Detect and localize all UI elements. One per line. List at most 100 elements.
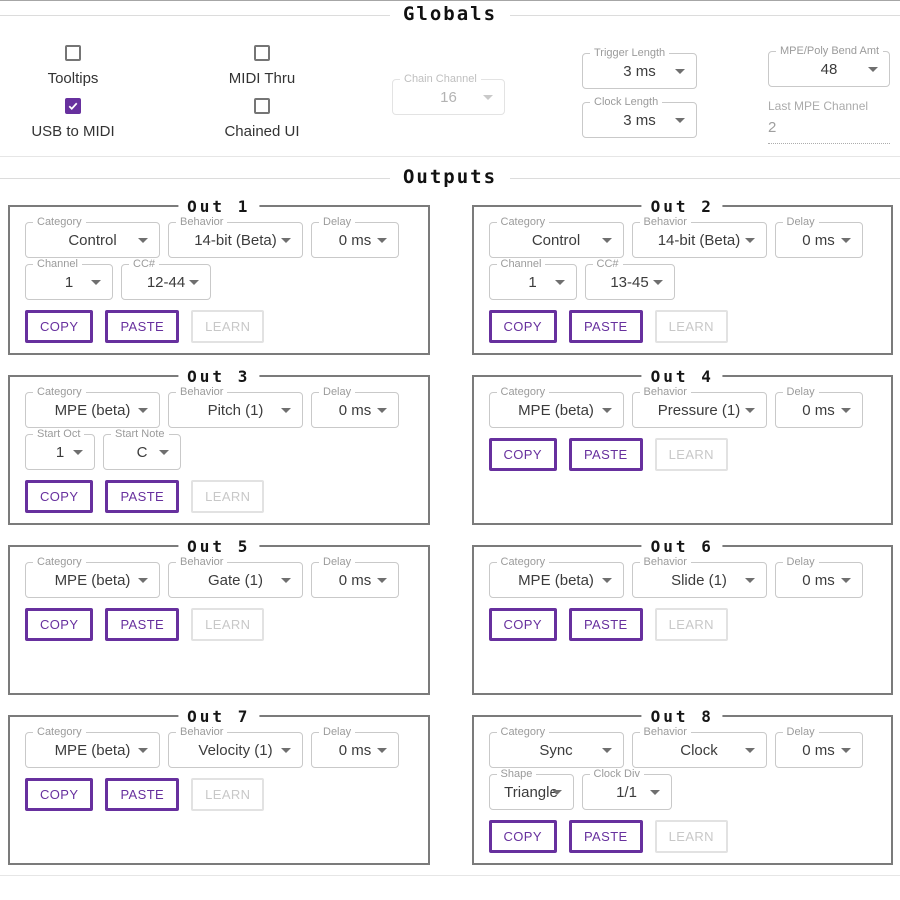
behavior-select[interactable]: Behavior 14-bit (Beta) xyxy=(631,216,767,258)
field-label: Delay xyxy=(319,216,356,229)
learn-button: LEARN xyxy=(654,438,728,471)
field-value: 1 xyxy=(64,273,74,291)
midi-thru-label: MIDI Thru xyxy=(228,70,296,87)
category-select[interactable]: Category Control xyxy=(488,216,624,258)
learn-button: LEARN xyxy=(654,608,728,641)
field-label: Category xyxy=(33,556,86,569)
channel-select[interactable]: Channel 1 xyxy=(25,258,113,300)
field-value: Control xyxy=(531,231,581,249)
field-label: Category xyxy=(496,726,550,739)
learn-button: LEARN xyxy=(191,778,265,811)
copy-button[interactable]: COPY xyxy=(25,310,94,343)
behavior-select[interactable]: Behavior Clock xyxy=(631,726,767,768)
trigger-length-select[interactable]: Trigger Length 3 ms xyxy=(582,47,697,89)
tooltips-label: Tooltips xyxy=(47,70,99,87)
copy-button[interactable]: COPY xyxy=(25,778,94,811)
behavior-select[interactable]: Behavior Pitch (1) xyxy=(168,386,303,428)
midi-thru-checkbox[interactable] xyxy=(254,45,270,61)
paste-button[interactable]: PASTE xyxy=(105,608,180,641)
dropdown-arrow-icon xyxy=(159,450,169,455)
delay-select[interactable]: Delay 0 ms xyxy=(774,386,863,428)
copy-button[interactable]: COPY xyxy=(488,820,557,853)
field-value: Gate (1) xyxy=(207,571,264,589)
chain-channel-value: 16 xyxy=(440,88,457,106)
field-value: C xyxy=(136,443,148,461)
field-value: 1/1 xyxy=(616,783,637,801)
field-value: Velocity (1) xyxy=(198,741,273,759)
cc-select[interactable]: CC# 12-44 xyxy=(121,258,211,300)
dropdown-arrow-icon xyxy=(138,748,148,753)
paste-button[interactable]: PASTE xyxy=(105,480,180,513)
delay-select[interactable]: Delay 0 ms xyxy=(311,556,399,598)
paste-button[interactable]: PASTE xyxy=(568,310,643,343)
copy-button[interactable]: COPY xyxy=(488,608,557,641)
category-select[interactable]: Category Sync xyxy=(488,726,624,768)
field-label: Behavior xyxy=(176,556,228,569)
dropdown-arrow-icon xyxy=(554,280,565,285)
dropdown-arrow-icon xyxy=(281,238,291,243)
copy-button[interactable]: COPY xyxy=(488,438,557,471)
mpe-poly-bend-amt-label: MPE/Poly Bend Amt xyxy=(776,45,884,58)
dropdown-arrow-icon xyxy=(377,238,387,243)
delay-select[interactable]: Delay 0 ms xyxy=(774,726,863,768)
delay-select[interactable]: Delay 0 ms xyxy=(311,386,399,428)
behavior-select[interactable]: Behavior Slide (1) xyxy=(631,556,767,598)
category-select[interactable]: Category MPE (beta) xyxy=(25,726,160,768)
field-label: Delay xyxy=(782,726,819,739)
field-label: Start Oct xyxy=(33,428,85,441)
category-select[interactable]: Category MPE (beta) xyxy=(488,386,624,428)
delay-select[interactable]: Delay 0 ms xyxy=(774,216,863,258)
dropdown-arrow-icon xyxy=(377,408,387,413)
delay-select[interactable]: Delay 0 ms xyxy=(774,556,863,598)
category-select[interactable]: Category MPE (beta) xyxy=(25,386,160,428)
tooltips-checkbox[interactable] xyxy=(65,45,81,61)
dropdown-arrow-icon xyxy=(281,578,291,583)
category-select[interactable]: Category MPE (beta) xyxy=(488,556,624,598)
behavior-select[interactable]: Behavior Gate (1) xyxy=(168,556,303,598)
chain-channel-label: Chain Channel xyxy=(400,73,481,86)
mpe-poly-bend-amt-select[interactable]: MPE/Poly Bend Amt 48 xyxy=(768,45,890,87)
field-value: Control xyxy=(68,231,117,249)
field-value: MPE (beta) xyxy=(54,401,131,419)
dropdown-arrow-icon xyxy=(601,408,612,413)
field-value: 14-bit (Beta) xyxy=(194,231,277,249)
clock-length-value: 3 ms xyxy=(623,111,656,129)
shape-select[interactable]: Shape Triangle xyxy=(488,768,574,810)
dropdown-arrow-icon xyxy=(840,748,851,753)
learn-button: LEARN xyxy=(654,310,728,343)
delay-select[interactable]: Delay 0 ms xyxy=(311,216,399,258)
category-select[interactable]: Category Control xyxy=(25,216,160,258)
cc-select[interactable]: CC# 13-45 xyxy=(584,258,675,300)
panel-title: Out 7 xyxy=(178,707,260,726)
field-value: MPE (beta) xyxy=(518,571,594,589)
channel-select[interactable]: Channel 1 xyxy=(488,258,577,300)
category-select[interactable]: Category MPE (beta) xyxy=(25,556,160,598)
field-label: Channel xyxy=(496,258,546,271)
start-note-select[interactable]: Start Note C xyxy=(103,428,181,470)
behavior-select[interactable]: Behavior Pressure (1) xyxy=(631,386,767,428)
start-oct-select[interactable]: Start Oct 1 xyxy=(25,428,95,470)
behavior-select[interactable]: Behavior Velocity (1) xyxy=(168,726,303,768)
chained-ui-checkbox[interactable] xyxy=(254,98,270,114)
copy-button[interactable]: COPY xyxy=(488,310,557,343)
delay-select[interactable]: Delay 0 ms xyxy=(311,726,399,768)
field-label: Behavior xyxy=(639,386,691,399)
behavior-select[interactable]: Behavior 14-bit (Beta) xyxy=(168,216,303,258)
paste-button[interactable]: PASTE xyxy=(568,820,643,853)
paste-button[interactable]: PASTE xyxy=(105,778,180,811)
dropdown-arrow-icon xyxy=(868,67,878,72)
paste-button[interactable]: PASTE xyxy=(568,608,643,641)
dropdown-arrow-icon xyxy=(744,578,755,583)
clock-length-select[interactable]: Clock Length 3 ms xyxy=(582,96,697,138)
field-value: 1 xyxy=(55,443,65,461)
field-value: 0 ms xyxy=(802,741,835,759)
learn-button: LEARN xyxy=(654,820,728,853)
copy-button[interactable]: COPY xyxy=(25,480,94,513)
out-4-panel: Out 4 Category MPE (beta) Behavior Press… xyxy=(471,367,893,525)
paste-button[interactable]: PASTE xyxy=(105,310,180,343)
usb-to-midi-checkbox[interactable] xyxy=(65,98,81,114)
paste-button[interactable]: PASTE xyxy=(568,438,643,471)
copy-button[interactable]: COPY xyxy=(25,608,94,641)
clock-div-select[interactable]: Clock Div 1/1 xyxy=(581,768,672,810)
panel-title: Out 1 xyxy=(178,197,260,216)
